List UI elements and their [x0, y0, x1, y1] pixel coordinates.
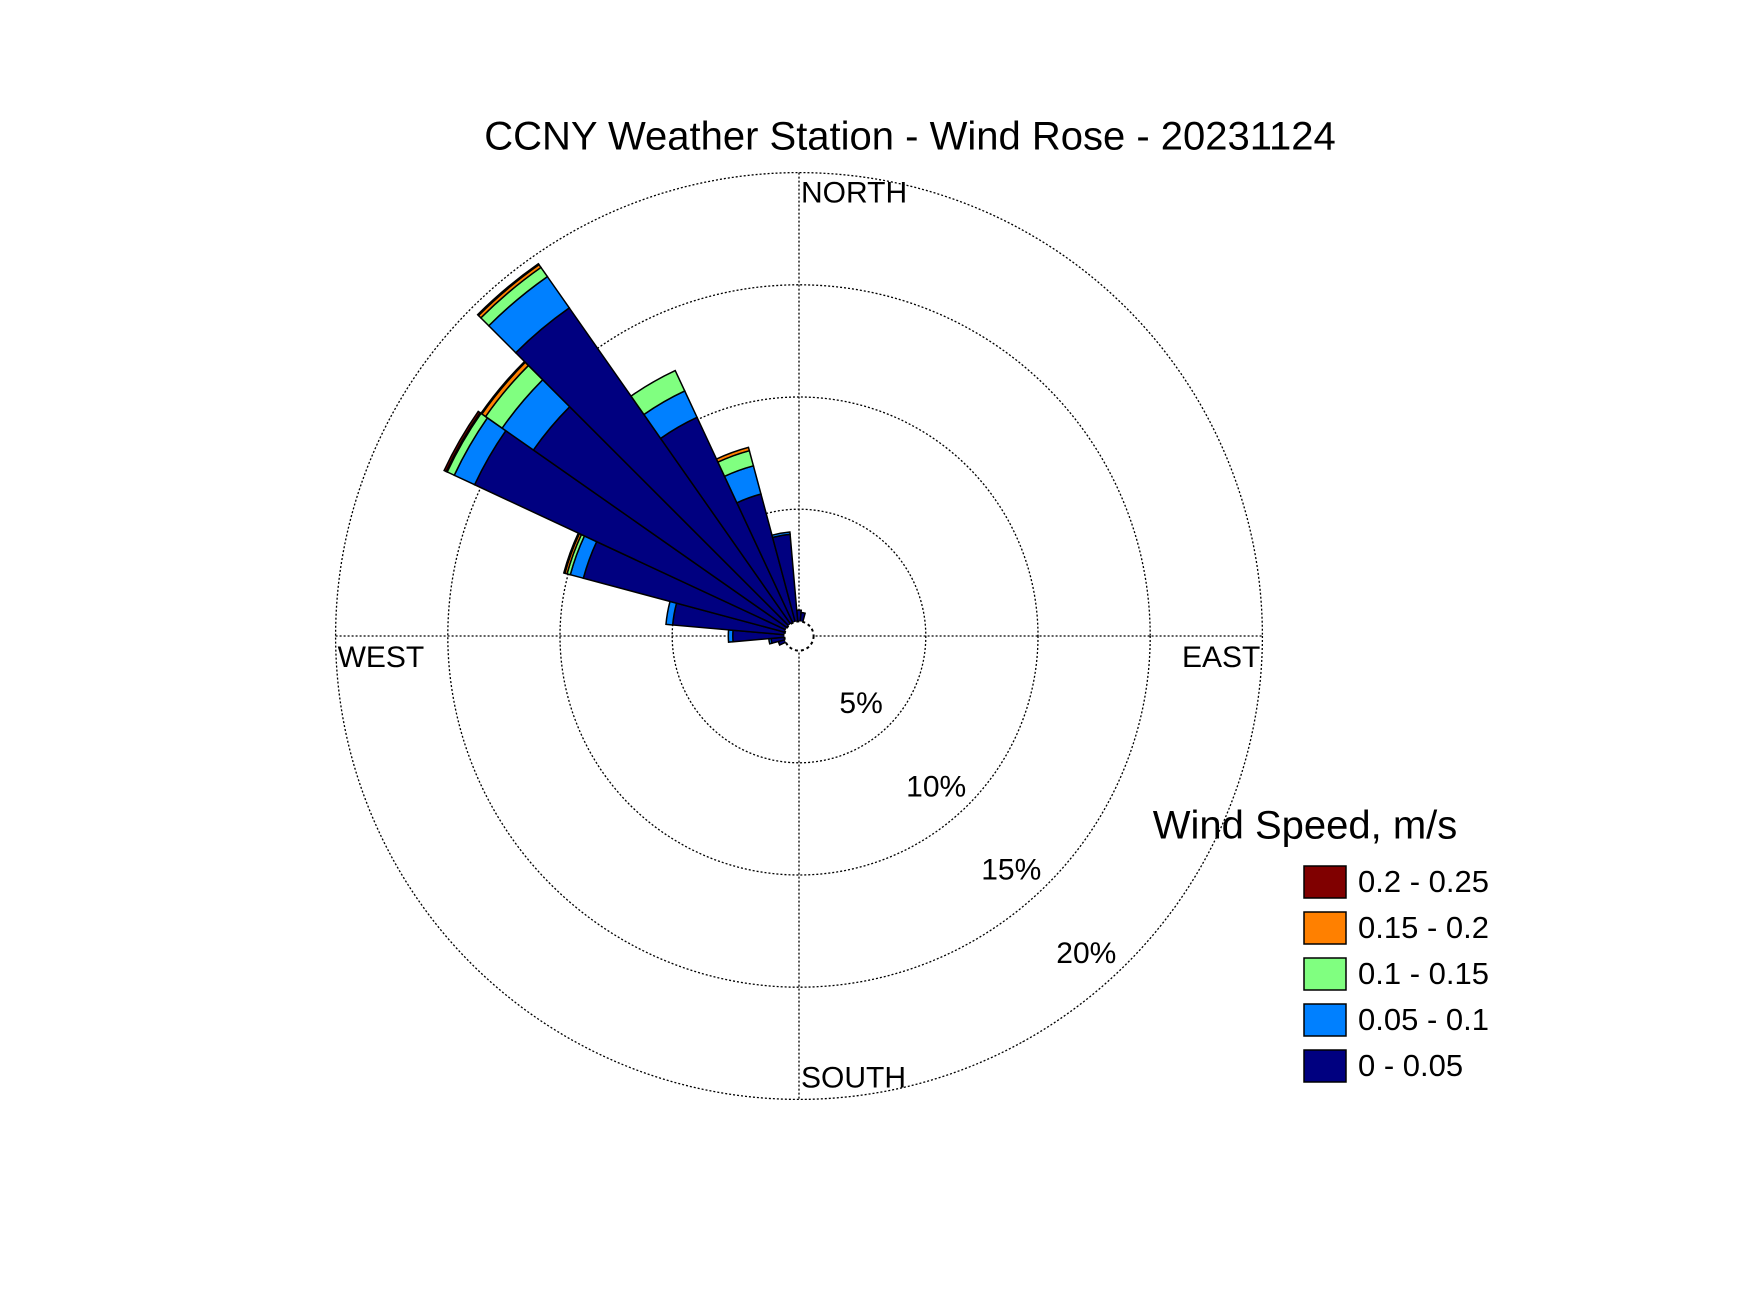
legend-swatch — [1303, 911, 1347, 945]
wedge-segment — [727, 629, 734, 643]
direction-label: WEST — [338, 641, 425, 674]
wedge-segment — [476, 262, 541, 317]
legend-swatch — [1303, 1003, 1347, 1037]
legend-label: 0.2 - 0.25 — [1358, 864, 1489, 899]
r-tick-label: 5% — [839, 687, 882, 720]
wedge-segment — [629, 369, 686, 416]
r-tick-label: 20% — [1056, 937, 1116, 970]
center-circle — [783, 620, 815, 652]
direction-label: EAST — [1182, 641, 1260, 674]
r-tick-label: 10% — [906, 770, 966, 803]
direction-label: SOUTH — [801, 1061, 906, 1094]
legend-swatch — [1303, 957, 1347, 991]
r-tick-label: 15% — [981, 854, 1041, 887]
grid-ring — [447, 284, 1151, 988]
legend-label: 0.05 - 0.1 — [1358, 1002, 1489, 1037]
chart-title: CCNY Weather Station - Wind Rose - 20231… — [484, 115, 1336, 159]
grid-ring — [334, 171, 1264, 1101]
legend-label: 0.15 - 0.2 — [1358, 910, 1489, 945]
legend-label: 0 - 0.05 — [1358, 1048, 1463, 1083]
legend-title: Wind Speed, m/s — [1153, 804, 1458, 848]
wedge-segment — [771, 531, 791, 539]
wedge-segment — [715, 446, 751, 464]
wedge-segment — [443, 410, 482, 473]
direction-label: NORTH — [801, 177, 907, 210]
legend-label: 0.1 - 0.15 — [1358, 956, 1489, 991]
legend-swatch — [1303, 865, 1347, 899]
legend-swatch — [1303, 1049, 1347, 1083]
